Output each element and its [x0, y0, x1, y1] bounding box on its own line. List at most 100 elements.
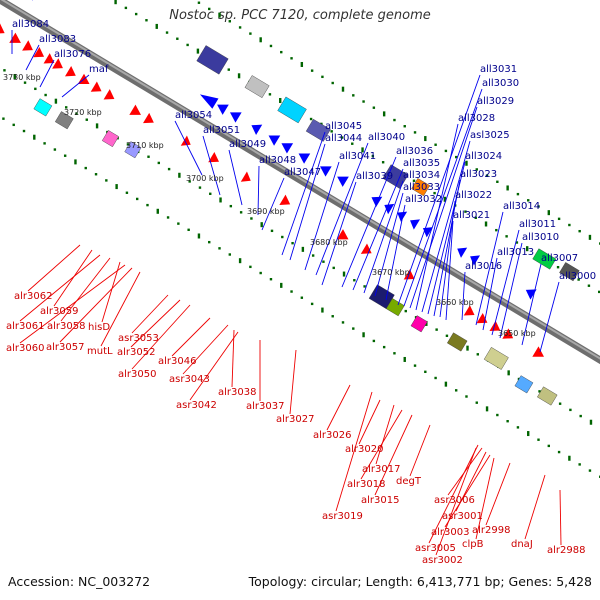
track-tick [309, 117, 313, 121]
track-tick [466, 345, 469, 351]
track-tick [178, 172, 181, 178]
backbone [0, 0, 600, 360]
minus-gene-leader [403, 88, 483, 307]
track-tick [332, 266, 335, 270]
track-tick [3, 69, 6, 72]
track-tick [23, 81, 27, 84]
plus-gene-label: alr3037 [246, 401, 284, 412]
track-tick [413, 364, 417, 367]
plus-gene-leader [231, 329, 235, 388]
minus-gene-leader [374, 192, 404, 297]
track-tick [577, 278, 580, 281]
minus-gene-label: all3083 [39, 34, 76, 45]
track-tick [371, 154, 375, 158]
track-tick [290, 57, 293, 60]
track-tick [260, 222, 263, 228]
track-tick [361, 147, 364, 153]
minus-gene-label: all3041 [339, 151, 376, 162]
track-tick [268, 93, 272, 96]
plus-gene-leader [475, 457, 495, 540]
plus-gene-label: dnaJ [511, 539, 533, 550]
plus-strand-gene [22, 40, 33, 51]
minus-gene-leader [475, 211, 504, 326]
track-tick [259, 37, 262, 43]
track-tick [2, 117, 5, 120]
minus-gene-label: all3036 [396, 146, 433, 157]
track-tick [196, 48, 200, 54]
minus-strand-gene [217, 104, 229, 115]
gene-box [124, 141, 142, 159]
track-tick [53, 148, 57, 151]
track-tick [84, 166, 87, 170]
track-tick [157, 161, 161, 165]
track-tick [495, 228, 498, 232]
plus-gene-label: asr3001 [442, 511, 483, 522]
track-tick [568, 455, 571, 461]
track-tick [34, 87, 37, 91]
plus-gene-label: alr3020 [345, 444, 383, 455]
plus-strand-gene [64, 66, 76, 77]
track-tick [249, 265, 252, 269]
tick-label: 3710 kbp [126, 141, 164, 150]
track-tick [208, 7, 211, 11]
track-tick [598, 290, 600, 294]
minus-gene-label: all3011 [519, 219, 556, 230]
track-tick [219, 197, 222, 203]
track-tick [124, 6, 128, 10]
track-tick [412, 179, 416, 182]
plus-strand-gene [9, 32, 21, 43]
track-tick [12, 123, 15, 127]
minus-gene-label: all3047 [284, 167, 321, 178]
minus-gene-label: all3048 [259, 155, 296, 166]
minus-gene-label: all3016 [465, 261, 502, 272]
minus-strand-gene [410, 219, 421, 230]
track-tick [64, 106, 68, 109]
plus-gene-leader [360, 409, 403, 480]
minus-gene-leader [257, 165, 260, 216]
minus-gene-leader [439, 200, 456, 318]
minus-gene-label: all3076 [54, 49, 91, 60]
minus-strand-gene [229, 112, 242, 123]
minus-gene-leader [397, 74, 481, 306]
track-tick [270, 229, 274, 233]
minus-gene-leader [363, 180, 404, 294]
track-tick [516, 192, 520, 196]
track-tick [310, 69, 314, 72]
track-tick [424, 136, 427, 142]
minus-strand-gene [337, 176, 349, 187]
minus-strand-gene [199, 94, 219, 109]
minus-strand-gene [281, 143, 294, 154]
plus-gene-leader [485, 462, 511, 526]
track-tick [557, 450, 561, 454]
track-tick [403, 125, 406, 128]
track-tick [94, 173, 98, 176]
track-tick [589, 419, 593, 425]
minus-gene-leader [352, 168, 404, 291]
plus-gene-leader [53, 249, 93, 307]
minus-gene-leader [421, 140, 471, 313]
plus-strand-gene [208, 151, 220, 163]
track-tick [413, 131, 417, 134]
minus-gene-label: all3029 [477, 96, 514, 107]
track-tick [330, 130, 333, 133]
plus-gene-leader [409, 424, 431, 477]
track-tick [353, 279, 356, 282]
minus-gene-label: all3045 [325, 121, 362, 132]
plus-gene-label: asr3043 [169, 374, 210, 385]
track-tick [227, 68, 230, 71]
plus-gene-leader [27, 244, 81, 292]
track-tick [249, 32, 252, 35]
minus-gene-leader [289, 143, 326, 261]
track-tick [433, 191, 436, 195]
plus-strand-gene [502, 328, 514, 339]
track-tick [465, 395, 468, 398]
plus-gene-label: alr3026 [313, 430, 351, 441]
tick-label: 3660 kbp [436, 298, 474, 307]
track-tick [208, 240, 211, 244]
track-tick [588, 469, 592, 472]
plus-gene-leader [335, 391, 373, 512]
track-tick [331, 315, 334, 318]
minus-gene-label: all3030 [482, 78, 519, 89]
track-tick [166, 216, 170, 219]
plus-gene-label: alr3059 [40, 306, 78, 317]
